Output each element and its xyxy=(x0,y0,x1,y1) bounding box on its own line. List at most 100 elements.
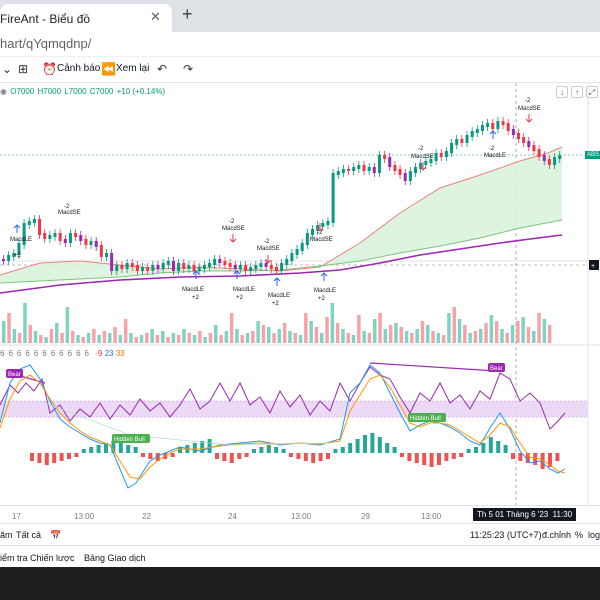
candle xyxy=(177,263,181,271)
histogram-bar xyxy=(385,443,390,453)
volume-bar xyxy=(139,335,144,343)
volume-bar xyxy=(161,331,165,343)
time-label: 17 xyxy=(12,512,21,521)
rewind-icon[interactable]: ⏪ xyxy=(101,62,116,76)
volume-bar xyxy=(81,337,85,343)
buy-arrow-icon xyxy=(13,224,21,233)
crosshair-time-tip: Th 5 01 Tháng 6 '23 11:30 xyxy=(473,508,577,521)
url-text[interactable]: hart/qYqmqdnp/ xyxy=(0,36,92,51)
oscillator-param: 6 xyxy=(25,349,30,358)
candle xyxy=(285,259,289,265)
volume-bar xyxy=(473,331,478,343)
tab-title: FireAnt - Biểu đồ xyxy=(0,12,91,26)
calendar-icon[interactable]: 📅 xyxy=(50,530,62,540)
chart-canvas[interactable]: -2 MacdSE MacdLE +2 -2 MacdSE MacdLE +2 … xyxy=(0,83,600,505)
candle xyxy=(475,129,479,133)
volume-bar xyxy=(388,325,393,343)
candle xyxy=(388,157,392,167)
volume-bar xyxy=(521,317,525,343)
arrow-up-icon[interactable]: ↑ xyxy=(571,86,583,98)
histogram-bar xyxy=(548,453,552,467)
volume-bar xyxy=(60,333,64,343)
signal-macd-le: MacdLE xyxy=(10,237,32,243)
alert-button[interactable]: Cảnh báo xyxy=(57,63,101,74)
histogram-bar xyxy=(281,449,286,453)
tab-trading-panel[interactable]: Bảng Giao dịch xyxy=(84,553,146,563)
candle xyxy=(460,139,464,143)
signal-plus-two: +2 xyxy=(272,301,280,307)
candle xyxy=(408,171,412,181)
volume-bar xyxy=(256,321,260,343)
bear-divergence-line xyxy=(369,362,498,372)
candle xyxy=(182,263,186,269)
volume-bar xyxy=(410,333,414,343)
all-range-button[interactable]: Tất cả xyxy=(16,530,42,540)
arrow-down-icon[interactable]: ↓ xyxy=(556,86,568,98)
histogram-bar xyxy=(59,453,64,461)
candle xyxy=(455,139,459,145)
volume-bar xyxy=(44,337,48,343)
volume-bar xyxy=(92,329,96,343)
volume-bar xyxy=(357,315,361,343)
time-label: 22 xyxy=(142,512,151,521)
histogram-bar xyxy=(511,453,515,459)
ema-long-line xyxy=(0,234,563,294)
time-label: 24 xyxy=(228,512,237,521)
volume-bar xyxy=(277,329,282,343)
oscillator-param: 6 xyxy=(42,349,47,358)
candle xyxy=(53,233,57,237)
volume-series xyxy=(2,303,552,343)
histogram-bar xyxy=(370,433,375,453)
range-button[interactable]: ăm xyxy=(0,530,13,540)
histogram-bar xyxy=(459,453,464,457)
time-axis[interactable]: 17 13:00 22 24 13:00 29 13:00 xyxy=(0,505,600,523)
candle xyxy=(135,265,139,271)
tab-strategy-tester[interactable]: iểm tra Chiến lược xyxy=(0,553,75,563)
address-bar[interactable]: hart/qYqmqdnp/ xyxy=(0,32,600,56)
volume-bar xyxy=(235,329,239,343)
close-icon[interactable]: ✕ xyxy=(150,9,161,24)
candle xyxy=(264,263,268,267)
chevron-down-icon[interactable]: ⌄ xyxy=(2,62,13,76)
volume-bar xyxy=(383,329,388,343)
layout-grid-icon[interactable]: ⊞ xyxy=(18,62,29,76)
volume-bar xyxy=(447,313,451,343)
new-tab-icon[interactable]: + xyxy=(182,4,193,24)
high-value: H7000 xyxy=(37,87,62,96)
candle xyxy=(295,249,299,255)
volume-bar xyxy=(516,321,520,343)
volume-bar xyxy=(320,333,324,343)
histogram-bar xyxy=(437,453,441,465)
volume-bar xyxy=(288,331,292,343)
histogram-bar xyxy=(229,453,234,463)
candle xyxy=(79,235,83,241)
crosshair-date: Th 5 01 Tháng 6 '23 xyxy=(477,510,549,519)
candle xyxy=(228,263,232,267)
expand-icon[interactable]: ⤢ xyxy=(586,86,598,98)
adjust-button[interactable]: đ.chỉnh xyxy=(542,530,572,540)
replay-button[interactable]: Xem lại xyxy=(116,63,150,74)
candle xyxy=(326,221,330,225)
volume-bar xyxy=(404,331,409,343)
undo-icon[interactable]: ↶ xyxy=(157,62,168,76)
volume-bar xyxy=(489,315,494,343)
param-b: 23 xyxy=(104,349,114,358)
volume-bar xyxy=(23,303,27,343)
browser-tab[interactable]: FireAnt - Biểu đồ ✕ xyxy=(0,4,172,32)
volume-bar xyxy=(70,331,75,343)
candle xyxy=(491,123,495,129)
percent-button[interactable]: % xyxy=(575,530,584,540)
redo-icon[interactable]: ↷ xyxy=(183,62,194,76)
histogram-bar xyxy=(444,453,449,461)
volume-bar xyxy=(245,333,250,343)
alarm-clock-icon[interactable]: ⏰ xyxy=(42,62,57,76)
histogram-bar xyxy=(81,449,86,453)
volume-bar xyxy=(293,333,297,343)
candle xyxy=(470,131,474,137)
volume-bar xyxy=(7,313,11,343)
log-button[interactable]: log xyxy=(588,530,600,540)
bear-label: Bear xyxy=(490,366,503,372)
